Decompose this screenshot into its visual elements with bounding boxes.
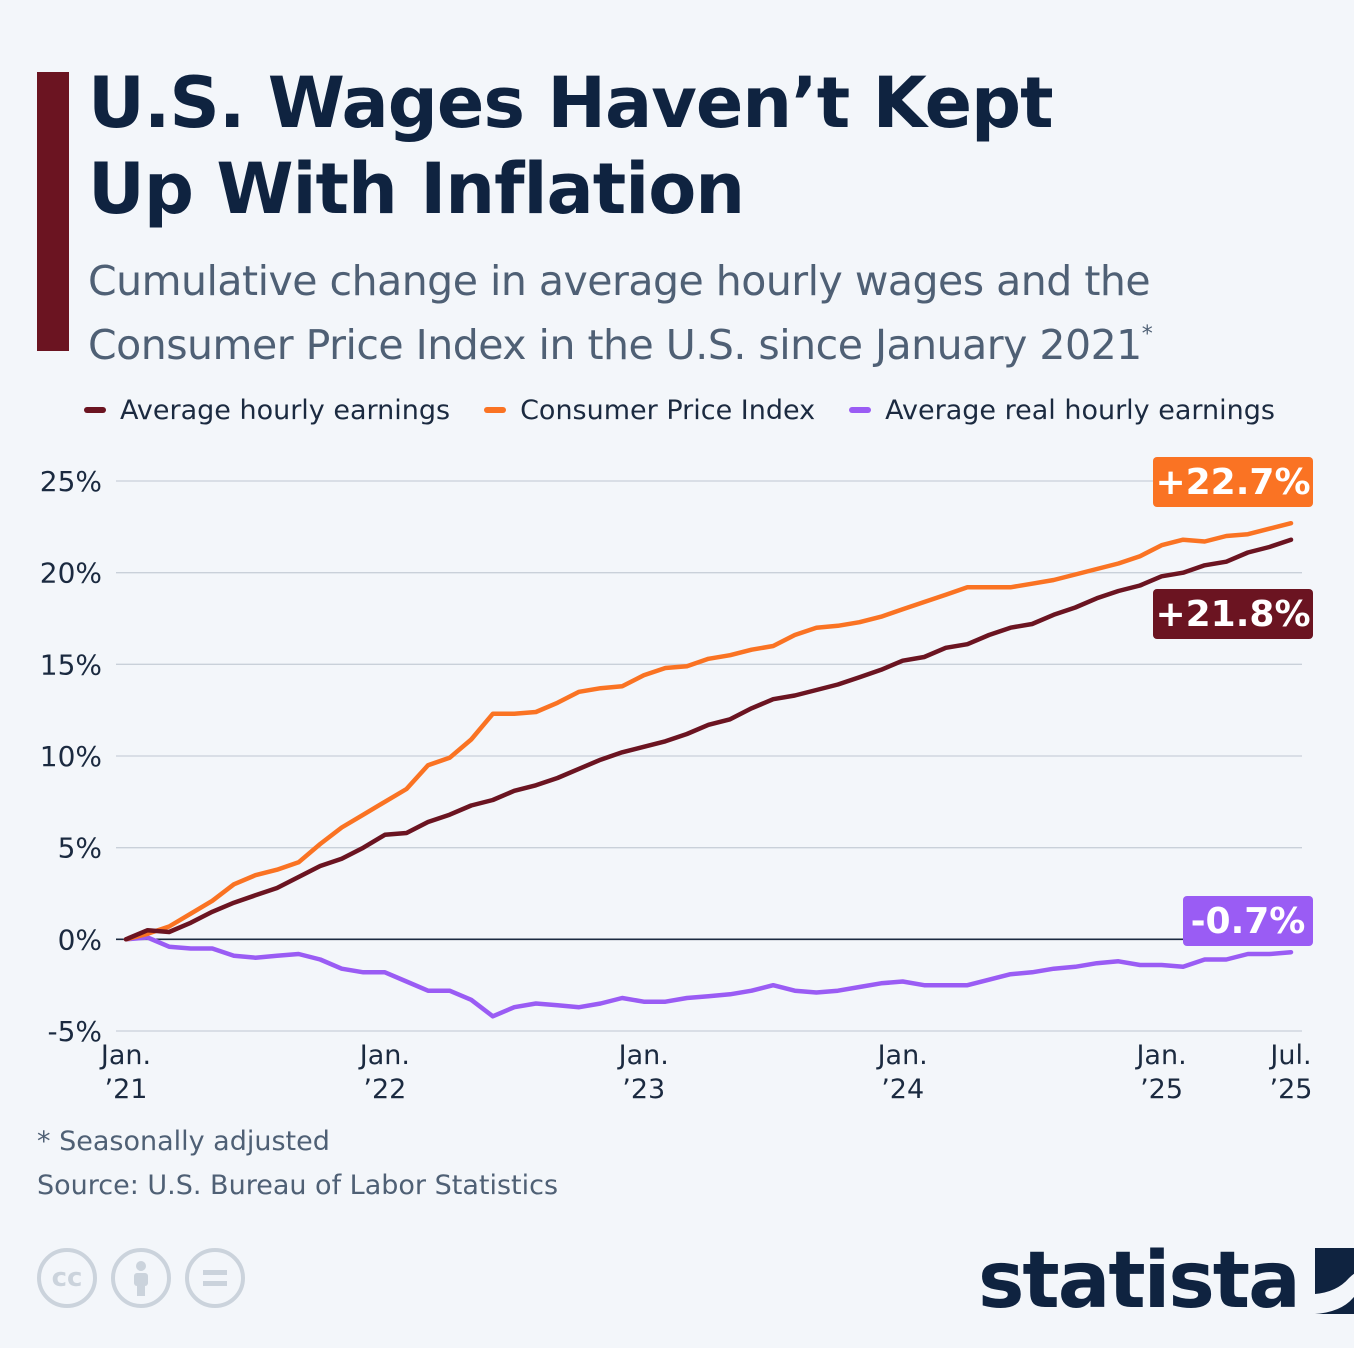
end-label-text: +21.8% xyxy=(1155,594,1310,635)
y-tick-label: 25% xyxy=(40,465,102,498)
y-tick-label: 10% xyxy=(40,740,102,773)
statista-logo[interactable]: statista xyxy=(978,1238,1354,1324)
y-tick-label: 0% xyxy=(58,923,102,956)
x-tick-label: ’25 xyxy=(1140,1074,1183,1105)
end-label-text: +22.7% xyxy=(1155,462,1310,503)
title-line-1: U.S. Wages Haven’t Kept xyxy=(88,62,1054,144)
attribution-icon[interactable] xyxy=(111,1248,171,1308)
x-tick-label: Jan. xyxy=(617,1040,669,1071)
subtitle-footnote-marker: * xyxy=(1141,322,1153,347)
no-derivatives-icon[interactable] xyxy=(185,1248,245,1308)
source-note: Source: U.S. Bureau of Labor Statistics xyxy=(37,1170,559,1201)
end-label-real-earnings: -0.7% xyxy=(1183,896,1313,946)
y-tick-label: 15% xyxy=(40,648,102,681)
y-tick-label: -5% xyxy=(47,1015,102,1048)
y-tick-label: 5% xyxy=(58,832,102,865)
legend-swatch-real-earnings xyxy=(849,407,872,413)
end-label-box xyxy=(1183,896,1313,946)
end-value-labels: +22.7% +21.8% -0.7% xyxy=(1153,457,1313,946)
line-chart: 25%20%15%10%5%0%-5% Jan.’21Jan.’22Jan.’2… xyxy=(40,457,1313,1105)
end-label-wages: +21.8% xyxy=(1153,589,1313,639)
y-axis-ticks: 25% 20% 15% 10% 5% 0% -5% xyxy=(40,465,102,1048)
title-accent-bar xyxy=(37,72,69,351)
title-line-2: Up With Inflation xyxy=(88,148,745,230)
footnote: * Seasonally adjusted xyxy=(37,1126,330,1157)
end-label-text: -0.7% xyxy=(1191,901,1306,942)
x-tick-label: ’22 xyxy=(363,1074,406,1105)
chart-title: U.S. Wages Haven’t Kept Up With Inflatio… xyxy=(88,60,1054,232)
legend-label-real-earnings: Average real hourly earnings xyxy=(885,394,1275,426)
legend-swatch-cpi xyxy=(484,407,507,413)
cc-icon[interactable]: cc xyxy=(37,1248,97,1308)
end-label-box xyxy=(1153,457,1313,507)
legend-label-wages: Average hourly earnings xyxy=(120,394,451,426)
brand-wordmark: statista xyxy=(978,1236,1301,1326)
x-tick-label: ’24 xyxy=(881,1074,924,1105)
legend-item-cpi: Consumer Price Index xyxy=(484,395,815,426)
series-line-cpi xyxy=(123,520,1294,942)
legend-item-real-earnings: Average real hourly earnings xyxy=(849,395,1275,426)
y-tick-label: 20% xyxy=(40,557,102,590)
x-tick-label: Jan. xyxy=(99,1040,151,1071)
end-label-cpi: +22.7% xyxy=(1153,457,1313,507)
legend-item-wages: Average hourly earnings xyxy=(84,395,450,426)
series-line-real-earnings xyxy=(123,935,1294,1019)
x-tick-label: ’21 xyxy=(105,1074,148,1105)
x-tick-label: Jan. xyxy=(876,1040,928,1071)
chart-subtitle: Cumulative change in average hourly wage… xyxy=(88,254,1153,372)
chart-legend: Average hourly earnings Consumer Price I… xyxy=(84,390,1309,430)
series-lines xyxy=(123,520,1294,1019)
end-label-box xyxy=(1153,589,1313,639)
x-axis-ticks: Jan.’21Jan.’22Jan.’23Jan.’24Jan.’25Jul.’… xyxy=(99,1040,1313,1105)
x-tick-label: Jan. xyxy=(358,1040,410,1071)
subtitle-line-2: Consumer Price Index in the U.S. since J… xyxy=(88,321,1142,369)
license-icons: cc xyxy=(37,1248,259,1308)
x-tick-label: ’25 xyxy=(1270,1074,1313,1105)
x-tick-label: Jan. xyxy=(1134,1040,1186,1071)
x-tick-label: Jul. xyxy=(1268,1040,1311,1071)
legend-label-cpi: Consumer Price Index xyxy=(520,394,816,426)
subtitle-line-1: Cumulative change in average hourly wage… xyxy=(88,257,1151,305)
x-tick-label: ’23 xyxy=(622,1074,665,1105)
series-line-wages xyxy=(123,537,1294,942)
legend-swatch-wages xyxy=(84,407,106,413)
statista-mark-icon xyxy=(1314,1248,1354,1314)
